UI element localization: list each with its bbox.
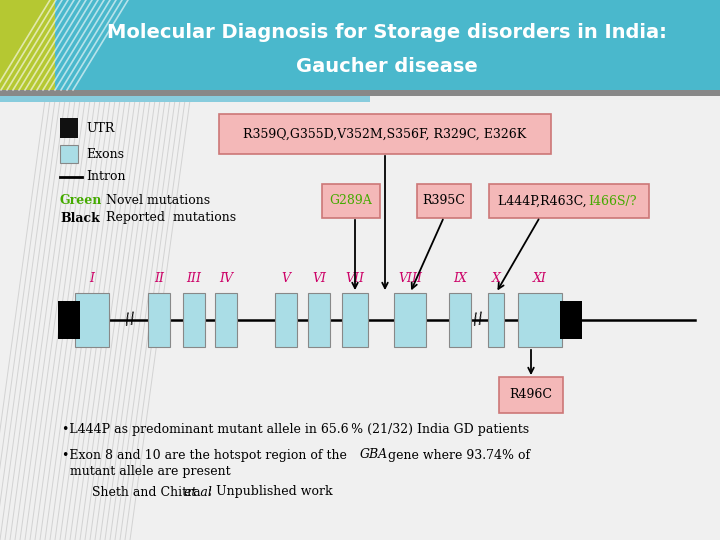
Text: R359Q,G355D,V352M,S356F, R329C, E326K: R359Q,G355D,V352M,S356F, R329C, E326K xyxy=(243,127,526,140)
Text: : Unpublished work: : Unpublished work xyxy=(208,485,333,498)
Text: II: II xyxy=(154,272,164,285)
Bar xyxy=(488,293,504,347)
Text: Gaucher disease: Gaucher disease xyxy=(296,57,478,77)
Text: VII: VII xyxy=(346,272,364,285)
Bar xyxy=(0,96,370,102)
Bar xyxy=(55,0,720,90)
FancyBboxPatch shape xyxy=(417,184,471,218)
Text: //: // xyxy=(472,312,485,328)
Text: VI: VI xyxy=(312,272,326,285)
Bar xyxy=(394,293,426,347)
Text: •L444P as predominant mutant allele in 65.6 % (21/32) India GD patients: •L444P as predominant mutant allele in 6… xyxy=(62,423,529,436)
Bar xyxy=(560,301,582,339)
Text: gene where 93.74% of: gene where 93.74% of xyxy=(384,449,530,462)
Bar xyxy=(342,293,368,347)
FancyBboxPatch shape xyxy=(322,184,380,218)
Text: GBA: GBA xyxy=(360,449,388,462)
Text: Molecular Diagnosis for Storage disorders in India:: Molecular Diagnosis for Storage disorder… xyxy=(107,24,667,43)
Text: Exons: Exons xyxy=(86,147,124,160)
Text: I: I xyxy=(89,272,94,285)
FancyBboxPatch shape xyxy=(499,377,563,413)
Text: Reported  mutations: Reported mutations xyxy=(106,212,236,225)
Bar xyxy=(0,90,720,96)
Text: mutant allele are present: mutant allele are present xyxy=(62,464,230,477)
Bar xyxy=(58,301,80,339)
Text: G289A: G289A xyxy=(330,194,372,207)
Text: R496C: R496C xyxy=(510,388,552,402)
Text: XI: XI xyxy=(533,272,547,285)
Bar xyxy=(0,0,55,90)
Text: •Exon 8 and 10 are the hotspot region of the: •Exon 8 and 10 are the hotspot region of… xyxy=(62,449,351,462)
Text: UTR: UTR xyxy=(86,122,114,134)
Text: R395C: R395C xyxy=(423,194,465,207)
Bar xyxy=(518,293,562,347)
Bar xyxy=(60,118,78,138)
Bar xyxy=(183,293,205,347)
Text: IV: IV xyxy=(219,272,233,285)
Text: III: III xyxy=(186,272,202,285)
Text: IX: IX xyxy=(453,272,467,285)
Text: //: // xyxy=(124,312,136,328)
Text: Intron: Intron xyxy=(86,171,125,184)
FancyBboxPatch shape xyxy=(489,184,649,218)
Bar xyxy=(275,293,297,347)
Bar xyxy=(60,145,78,163)
Bar xyxy=(148,293,170,347)
Bar xyxy=(75,293,109,347)
Bar xyxy=(308,293,330,347)
Bar xyxy=(449,293,471,347)
FancyBboxPatch shape xyxy=(219,114,551,154)
Text: V: V xyxy=(282,272,290,285)
Text: Black: Black xyxy=(60,212,100,225)
Text: I466S/?: I466S/? xyxy=(588,194,636,207)
Text: Green: Green xyxy=(60,193,102,206)
Text: Sheth and Chitra: Sheth and Chitra xyxy=(76,485,204,498)
Text: X: X xyxy=(492,272,500,285)
Text: Novel mutations: Novel mutations xyxy=(106,193,210,206)
Text: VIII: VIII xyxy=(398,272,422,285)
Text: L444P,R463C,: L444P,R463C, xyxy=(498,194,590,207)
Text: et al: et al xyxy=(184,485,212,498)
Bar xyxy=(215,293,237,347)
